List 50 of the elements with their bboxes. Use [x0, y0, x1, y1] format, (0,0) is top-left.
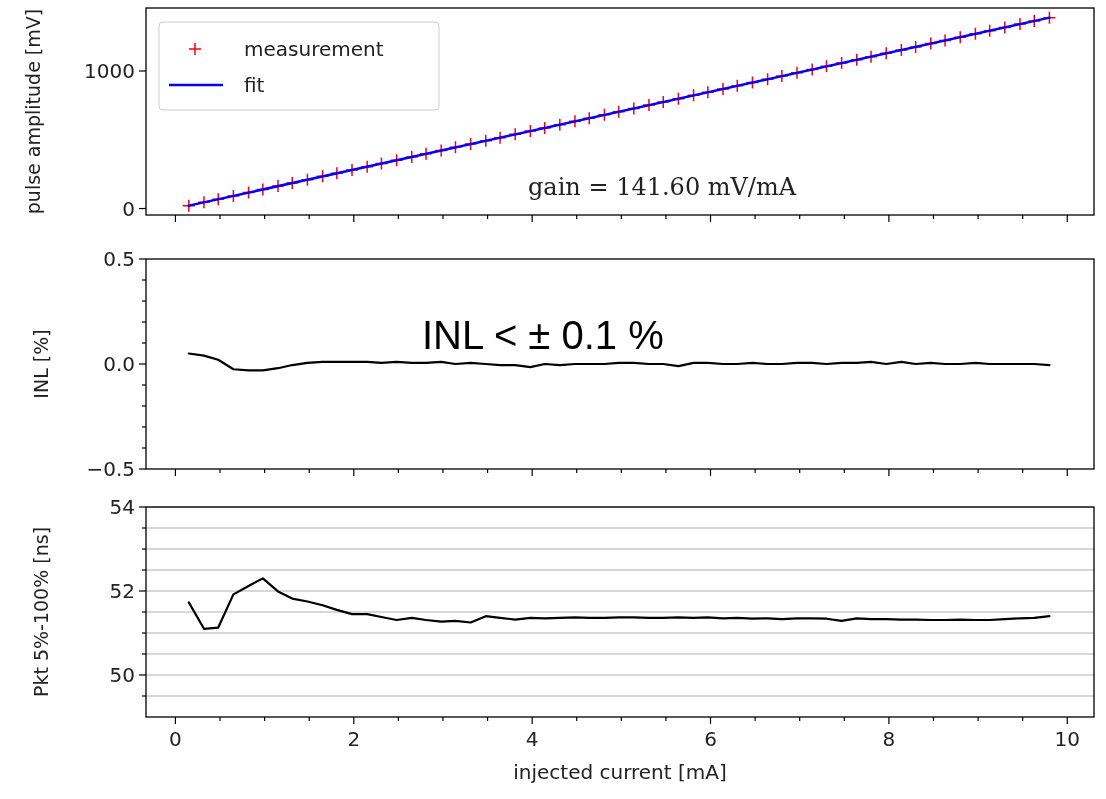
point: [271, 179, 285, 193]
point: [1013, 17, 1027, 31]
point: [582, 111, 596, 125]
y-tick-label: 0.0: [103, 352, 135, 376]
point: [642, 98, 656, 112]
point: [730, 79, 745, 93]
point: [523, 124, 538, 138]
y-tick-label: 54: [109, 495, 135, 519]
point: [463, 137, 478, 151]
point: [656, 95, 670, 109]
point: [968, 27, 983, 41]
point: [908, 40, 923, 54]
x-tick-label: 8: [882, 727, 896, 751]
annotation: gain = 141.60 mV/mA: [528, 173, 797, 201]
y-tick-label: 0.5: [103, 247, 135, 271]
point: [834, 56, 849, 70]
point: [597, 108, 612, 122]
point: [790, 66, 804, 80]
y-axis-title: INL [%]: [30, 329, 52, 399]
point: [1027, 14, 1041, 28]
point: [226, 189, 241, 203]
x-tick-label: 2: [347, 727, 361, 751]
annotation: INL < ± 0.1 %: [422, 313, 664, 357]
point: [953, 30, 967, 44]
x-tick-label: 4: [525, 727, 539, 751]
point: [716, 82, 730, 96]
y-tick-label: 50: [109, 663, 135, 687]
y-tick-label: 0: [122, 196, 135, 221]
point: [285, 176, 300, 190]
legend-label: measurement: [244, 37, 384, 61]
point: [345, 163, 359, 177]
x-tick-label: 6: [704, 727, 717, 751]
point: [405, 150, 419, 164]
point: [419, 147, 433, 161]
y-axis-title: pulse amplitude [mV]: [22, 8, 44, 215]
y-tick-label: −0.5: [86, 457, 135, 481]
y-tick-label: 1000: [84, 58, 135, 83]
y-axis-title: Pkt 5%-100% [ns]: [30, 526, 52, 698]
point: [211, 192, 225, 206]
line-series: [187, 577, 1051, 630]
x-tick-label: 0: [169, 727, 182, 751]
point: [894, 43, 909, 57]
x-axis-title: injected current [mA]: [513, 760, 727, 784]
x-tick-label: 10: [1054, 727, 1080, 751]
point: [537, 121, 552, 135]
y-tick-label: 52: [109, 579, 135, 603]
point: [760, 72, 775, 86]
legend-label: fit: [244, 73, 265, 97]
point: [775, 69, 789, 83]
line-series: [187, 352, 1051, 372]
